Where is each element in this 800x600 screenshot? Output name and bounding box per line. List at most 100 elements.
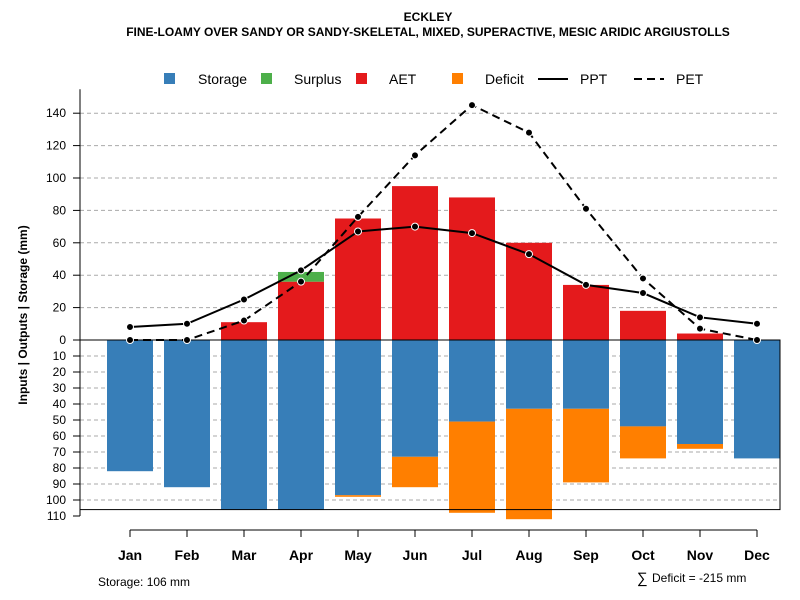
y-tick-label: 50 <box>53 413 67 427</box>
legend-swatch-aet <box>356 73 367 84</box>
pet-line <box>130 103 758 341</box>
x-tick-label-aug: Aug <box>515 547 542 563</box>
storage-bar <box>734 340 780 459</box>
pet-point <box>126 336 134 344</box>
pet-point <box>297 277 305 286</box>
deficit-bar <box>392 456 438 488</box>
ppt-point <box>525 250 533 259</box>
y-tick-label: 60 <box>53 429 67 443</box>
y-tick-label: 20 <box>53 301 67 315</box>
pet-point <box>696 324 704 333</box>
x-tick-label-feb: Feb <box>175 547 200 563</box>
y-tick-label: 60 <box>53 236 67 250</box>
deficit-bar <box>620 426 666 459</box>
storage-bar <box>107 340 153 472</box>
legend-swatch-surplus <box>261 73 272 84</box>
aet-bar <box>335 218 381 340</box>
chart-title: ECKLEY <box>404 10 453 24</box>
pet-point <box>411 151 419 160</box>
aet-bar <box>392 186 438 340</box>
plot-area: 0 20 40 60 80 100 120 140 10 20 30 40 50 60 70 80 90 100 1… <box>46 89 781 563</box>
aet-bar <box>677 333 723 340</box>
aet-bar <box>449 197 495 340</box>
storage-bar <box>278 340 324 510</box>
y-tick-label: 80 <box>53 461 67 475</box>
ppt-point <box>354 227 362 236</box>
x-tick-label-may: May <box>344 547 371 563</box>
y-tick-label: 100 <box>46 493 66 507</box>
legend: Storage Surplus AET Deficit PPT PET <box>164 71 704 87</box>
x-tick-label-mar: Mar <box>232 547 257 563</box>
pet-point <box>753 336 761 344</box>
ppt-point <box>696 313 704 322</box>
x-tick-label-jun: Jun <box>403 547 428 563</box>
pet-point <box>354 212 362 221</box>
ppt-point <box>183 319 191 328</box>
legend-label-pet: PET <box>676 71 704 87</box>
storage-bar <box>164 340 210 488</box>
deficit-bar <box>563 408 609 483</box>
storage-bar <box>563 340 609 409</box>
y-tick-label: 20 <box>53 365 67 379</box>
ppt-point <box>297 266 305 275</box>
legend-label-aet: AET <box>389 71 417 87</box>
x-tick-label-nov: Nov <box>687 547 714 563</box>
deficit-bar <box>335 495 381 497</box>
storage-bar <box>506 340 552 409</box>
x-tick-label-jan: Jan <box>118 547 142 563</box>
deficit-bar <box>506 408 552 520</box>
y-tick-label: 120 <box>46 139 66 153</box>
x-tick-label-dec: Dec <box>744 547 770 563</box>
y-tick-label: 80 <box>53 203 67 217</box>
x-tick-label-apr: Apr <box>289 547 314 563</box>
surplus-bar <box>278 271 324 282</box>
pet-point <box>582 204 590 213</box>
x-tick-label-jul: Jul <box>462 547 482 563</box>
ppt-point <box>240 295 248 304</box>
legend-label-ppt: PPT <box>580 71 608 87</box>
pet-point <box>639 274 647 283</box>
storage-bar <box>677 340 723 444</box>
storage-bar <box>620 340 666 427</box>
storage-note: Storage: 106 mm <box>98 575 190 589</box>
y-tick-label: 70 <box>53 445 67 459</box>
legend-label-deficit: Deficit <box>485 71 524 87</box>
aet-bar <box>278 281 324 340</box>
deficit-note: Deficit = -215 mm <box>652 571 746 585</box>
deficit-bar <box>677 444 723 449</box>
y-tick-label: 90 <box>53 477 67 491</box>
pet-point <box>240 316 248 325</box>
y-tick-label: 100 <box>46 171 66 185</box>
ppt-point <box>411 222 419 231</box>
pet-point <box>468 101 476 110</box>
y-tick-label: 40 <box>53 397 67 411</box>
sum-symbol: ∑ <box>637 570 648 587</box>
x-tick-label-sep: Sep <box>573 547 599 563</box>
aet-bar <box>563 284 609 340</box>
ppt-point <box>639 289 647 298</box>
chart-subtitle: FINE-LOAMY OVER SANDY OR SANDY-SKELETAL,… <box>126 25 730 39</box>
aet-bar <box>221 322 267 340</box>
y-tick-label: 10 <box>53 349 67 363</box>
y-tick-label: 110 <box>47 509 66 523</box>
legend-label-surplus: Surplus <box>294 71 341 87</box>
aet-bar <box>620 310 666 340</box>
y-tick-label: 30 <box>53 381 67 395</box>
x-tick-label-oct: Oct <box>631 547 655 563</box>
ppt-point <box>753 319 761 328</box>
storage-bar <box>392 340 438 457</box>
y-tick-label: 140 <box>46 106 66 120</box>
ppt-line <box>129 225 758 329</box>
deficit-bar <box>449 421 495 513</box>
ppt-point <box>582 280 590 289</box>
storage-bar <box>335 340 381 496</box>
legend-label-storage: Storage <box>198 71 247 87</box>
pet-point <box>525 128 533 137</box>
y-tick-label: 0 <box>59 333 66 347</box>
y-axis-title: Inputs | Outputs | Storage (mm) <box>16 225 30 404</box>
legend-swatch-storage <box>164 73 175 84</box>
storage-bar <box>449 340 495 422</box>
aet-bar <box>506 242 552 340</box>
y-tick-label: 40 <box>53 268 67 282</box>
